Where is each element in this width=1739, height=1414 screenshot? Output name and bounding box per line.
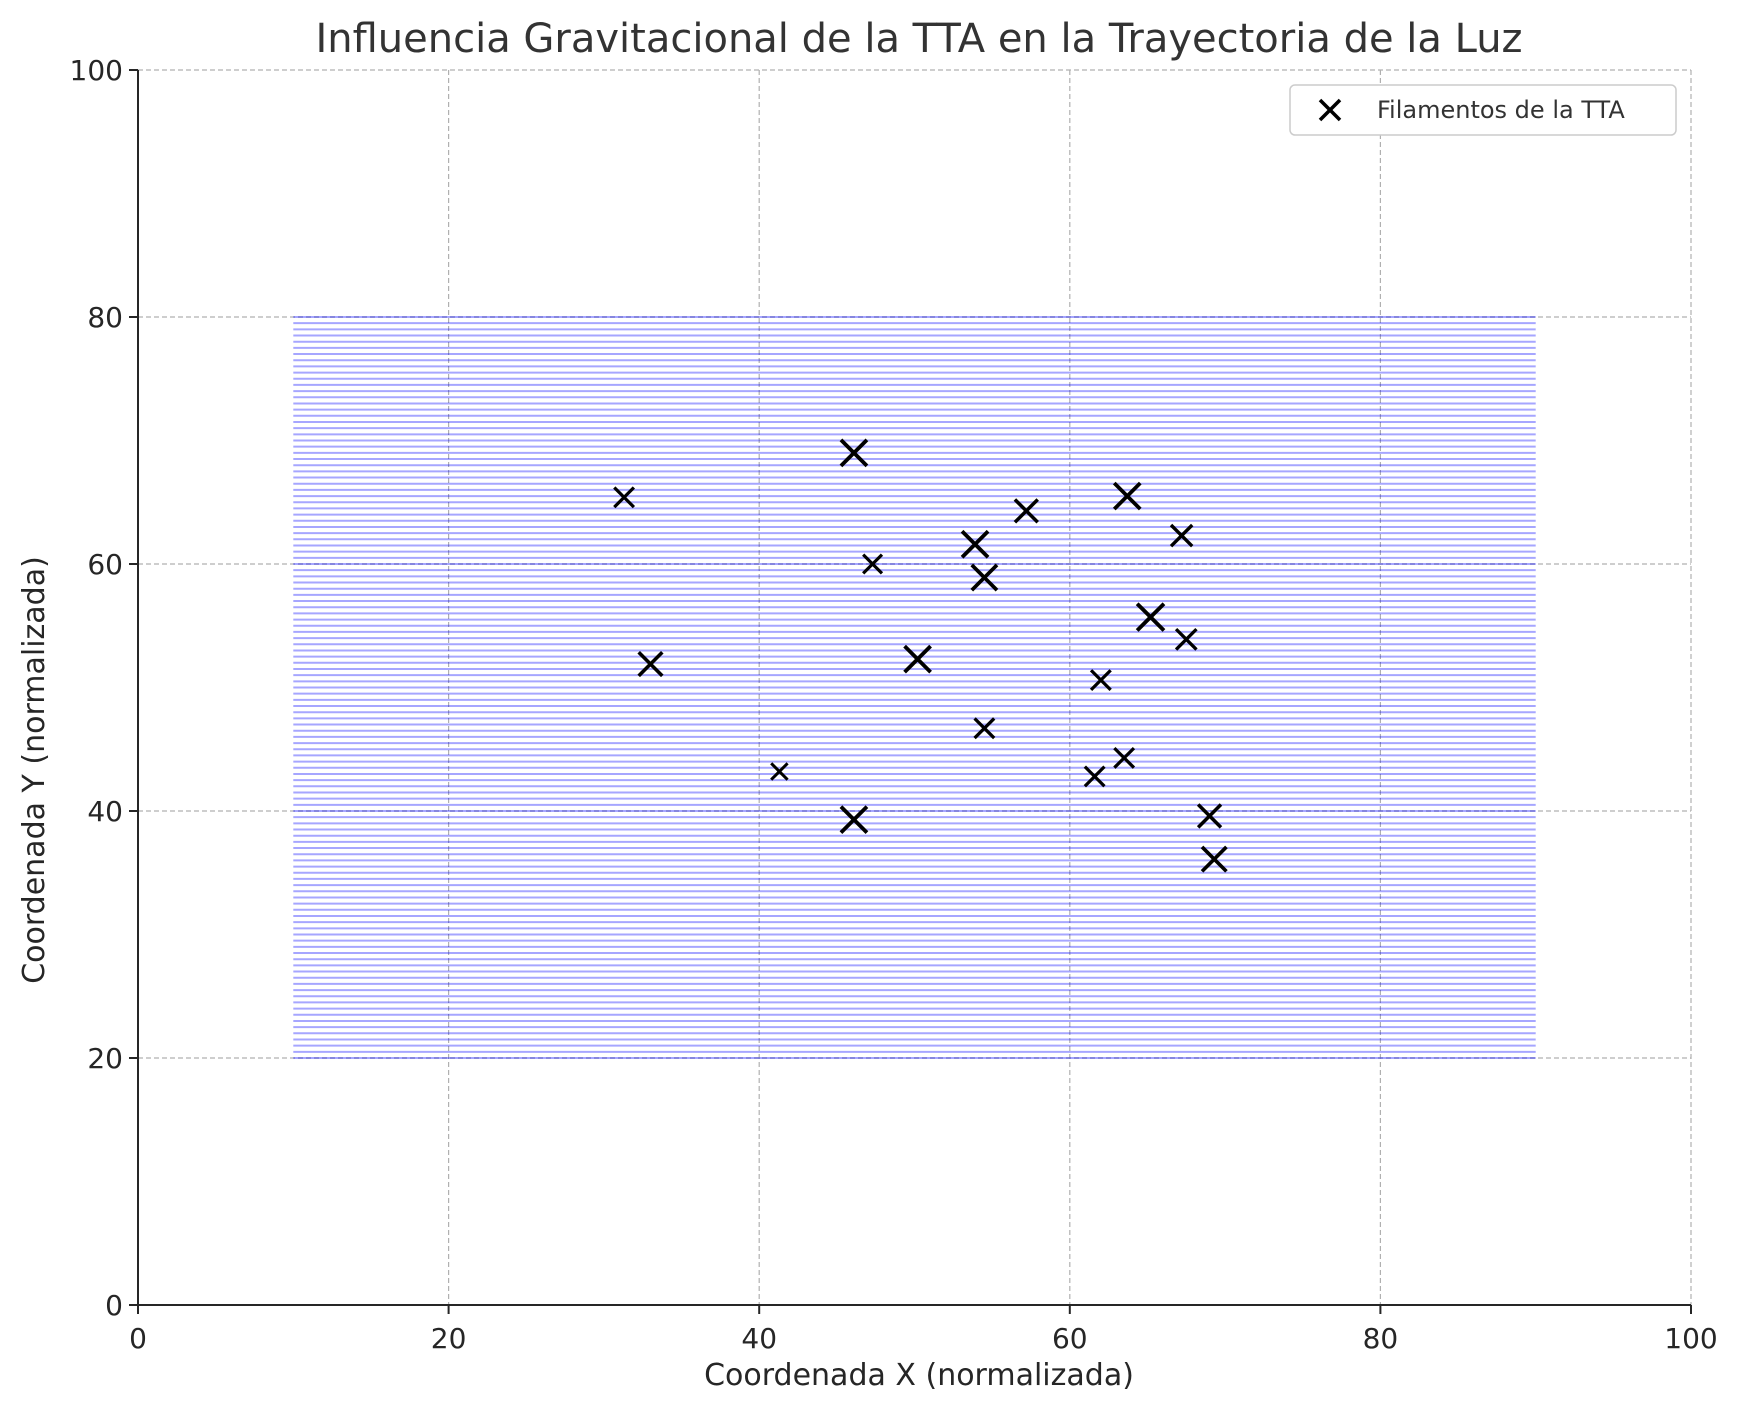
data-point-stroke bbox=[1083, 765, 1106, 788]
data-point-stroke bbox=[1089, 669, 1112, 692]
y-tick-label: 80 bbox=[87, 301, 123, 334]
data-point bbox=[637, 650, 664, 678]
tick-labels: 0 20 40 60 80 100 0 20 40 60 80 100 bbox=[70, 54, 1718, 1355]
y-tick-label: 20 bbox=[87, 1042, 123, 1075]
x-tick-label: 0 bbox=[129, 1322, 147, 1355]
data-point bbox=[1113, 746, 1136, 769]
data-point bbox=[1083, 765, 1106, 788]
grid-lines bbox=[138, 69, 1692, 1305]
data-point-stroke bbox=[1196, 803, 1223, 829]
axes bbox=[137, 70, 1691, 1306]
data-point-stroke bbox=[960, 529, 990, 559]
data-point-stroke bbox=[903, 644, 932, 674]
y-tick-label: 60 bbox=[87, 548, 123, 581]
chart-title: Influencia Gravitacional de la TTA en la… bbox=[315, 16, 1522, 62]
data-point bbox=[1112, 481, 1142, 511]
data-point-stroke bbox=[637, 650, 664, 678]
data-point-stroke bbox=[1174, 627, 1198, 651]
data-point-stroke bbox=[1113, 746, 1136, 769]
data-point bbox=[1135, 602, 1166, 632]
data-point bbox=[1089, 669, 1112, 692]
x-tick-label: 40 bbox=[741, 1322, 777, 1355]
data-point-stroke bbox=[1169, 523, 1194, 548]
data-point-stroke bbox=[1200, 845, 1228, 873]
data-point-stroke bbox=[839, 805, 869, 834]
data-point-stroke bbox=[1112, 481, 1142, 511]
data-point-stroke bbox=[770, 762, 789, 781]
data-point bbox=[770, 762, 789, 781]
data-point-stroke bbox=[862, 553, 884, 575]
legend-box bbox=[1289, 84, 1677, 136]
x-tick-label: 20 bbox=[431, 1322, 467, 1355]
x-tick-label: 100 bbox=[1664, 1322, 1717, 1355]
y-tick-label: 100 bbox=[70, 54, 123, 87]
y-tick-label: 40 bbox=[87, 795, 123, 828]
data-point bbox=[839, 805, 869, 834]
y-axis-label: Coordenada Y (normalizada) bbox=[17, 556, 52, 984]
data-point bbox=[862, 553, 884, 575]
x-tick-label: 60 bbox=[1052, 1322, 1088, 1355]
legend-marker-stroke bbox=[1318, 98, 1342, 122]
influence-region bbox=[293, 316, 1536, 1059]
scatter-points bbox=[613, 438, 1228, 873]
data-point-stroke bbox=[970, 563, 999, 592]
data-point-stroke bbox=[1013, 498, 1039, 524]
data-point bbox=[1169, 523, 1194, 548]
data-point bbox=[1196, 803, 1223, 829]
legend-label: Filamentos de la TTA bbox=[1377, 96, 1625, 124]
x-tick-label: 80 bbox=[1363, 1322, 1399, 1355]
data-point-stroke bbox=[973, 717, 996, 740]
data-point bbox=[1200, 845, 1228, 873]
data-point bbox=[973, 717, 996, 740]
legend: Filamentos de la TTA bbox=[1289, 84, 1677, 136]
data-point-stroke bbox=[1135, 602, 1166, 632]
data-point-stroke bbox=[839, 438, 869, 468]
data-point bbox=[970, 563, 999, 592]
data-point bbox=[1013, 498, 1039, 524]
data-point bbox=[1174, 627, 1198, 651]
x-axis-label: Coordenada X (normalizada) bbox=[704, 1358, 1134, 1393]
data-point bbox=[613, 486, 636, 509]
data-point-stroke bbox=[613, 486, 636, 509]
data-point bbox=[839, 438, 869, 468]
data-point bbox=[960, 529, 990, 559]
y-tick-label: 0 bbox=[105, 1289, 123, 1322]
data-point bbox=[903, 644, 932, 674]
legend-x-marker bbox=[1318, 98, 1342, 122]
